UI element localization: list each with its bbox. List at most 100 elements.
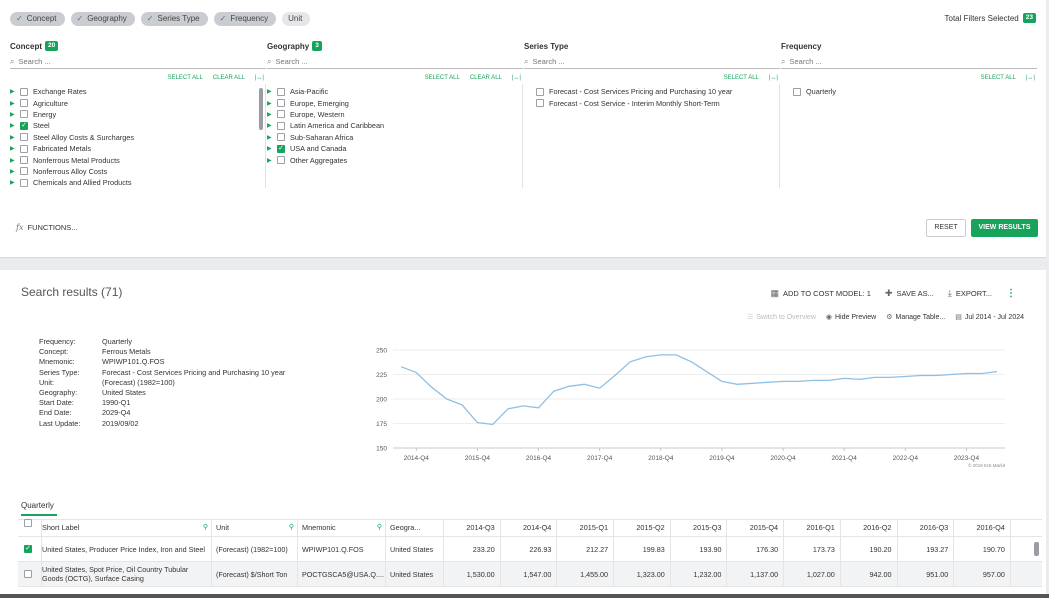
geography-item[interactable]: ▶ Asia-Pacific bbox=[267, 86, 522, 97]
date-range-button[interactable]: ▤ Jul 2014 - Jul 2024 bbox=[955, 313, 1024, 321]
checkbox[interactable] bbox=[20, 110, 28, 119]
geography-select-all[interactable]: SELECT ALL bbox=[424, 75, 460, 81]
view-results-button[interactable]: VIEW RESULTS bbox=[971, 219, 1038, 237]
expand-triangle-icon[interactable]: ▶ bbox=[267, 111, 272, 118]
checkbox[interactable]: ✓ bbox=[20, 121, 28, 130]
series-type-select-all[interactable]: SELECT ALL bbox=[723, 75, 759, 81]
collapse-icon[interactable]: |↔| bbox=[768, 75, 778, 81]
filter-chip-concept[interactable]: ✓ Concept bbox=[10, 12, 65, 26]
pin-icon[interactable]: ⚲ bbox=[288, 524, 294, 531]
select-all-checkbox[interactable] bbox=[24, 519, 32, 527]
functions-link[interactable]: fx FUNCTIONS... bbox=[16, 223, 77, 232]
checkbox[interactable] bbox=[277, 110, 285, 119]
column-header[interactable]: 2015-Q1 bbox=[557, 519, 615, 537]
checkbox[interactable] bbox=[277, 133, 285, 142]
geography-item[interactable]: ▶ Latin America and Caribbean bbox=[267, 120, 522, 131]
column-header[interactable]: 2016-Q1 bbox=[784, 519, 841, 537]
column-header[interactable]: Mnemonic ⚲ bbox=[298, 519, 386, 537]
expand-triangle-icon[interactable]: ▶ bbox=[267, 157, 272, 164]
checkbox[interactable] bbox=[20, 144, 28, 153]
checkbox[interactable] bbox=[20, 99, 28, 108]
concept-item[interactable]: ▶ Nonferrous Metal Products bbox=[10, 154, 265, 165]
concept-select-all[interactable]: SELECT ALL bbox=[167, 75, 203, 81]
concept-item[interactable]: ▶ Chemicals and Allied Products bbox=[10, 177, 265, 188]
pin-icon[interactable]: ⚲ bbox=[376, 524, 382, 531]
expand-triangle-icon[interactable]: ▶ bbox=[267, 134, 272, 141]
collapse-icon[interactable]: |↔| bbox=[254, 75, 264, 81]
geography-clear-all[interactable]: CLEAR ALL bbox=[469, 75, 502, 81]
expand-triangle-icon[interactable]: ▶ bbox=[10, 100, 15, 107]
collapse-icon[interactable]: |↔| bbox=[511, 75, 521, 81]
checkbox[interactable] bbox=[536, 87, 544, 96]
expand-triangle-icon[interactable]: ▶ bbox=[10, 111, 15, 118]
geography-item[interactable]: ▶ Europe, Emerging bbox=[267, 97, 522, 108]
filter-chip-frequency[interactable]: ✓ Frequency bbox=[213, 12, 277, 26]
checkbox[interactable] bbox=[536, 99, 544, 108]
checkbox[interactable] bbox=[20, 167, 28, 176]
frequency-search-input[interactable] bbox=[789, 57, 990, 66]
table-row[interactable]: United States, Spot Price, Oil Country T… bbox=[18, 561, 1042, 587]
hide-preview-button[interactable]: ◉ Hide Preview bbox=[826, 313, 876, 321]
column-header[interactable]: 2016-Q2 bbox=[841, 519, 898, 537]
expand-triangle-icon[interactable]: ▶ bbox=[10, 134, 15, 141]
geography-item[interactable]: ▶ Other Aggregates bbox=[267, 154, 522, 165]
frequency-item[interactable]: Quarterly bbox=[781, 86, 1037, 97]
checkbox[interactable] bbox=[277, 156, 285, 165]
row-checkbox[interactable]: ✓ bbox=[24, 545, 32, 553]
concept-item[interactable]: ▶ Steel Alloy Costs & Surcharges bbox=[10, 132, 265, 143]
checkbox[interactable] bbox=[793, 87, 801, 96]
concept-item[interactable]: ▶ Fabricated Metals bbox=[10, 143, 265, 154]
series-type-search-input[interactable] bbox=[532, 57, 733, 66]
expand-triangle-icon[interactable]: ▶ bbox=[10, 146, 15, 153]
checkbox[interactable]: ✓ bbox=[277, 144, 285, 153]
export-button[interactable]: ⤓ EXPORT... bbox=[948, 288, 992, 299]
expand-triangle-icon[interactable]: ▶ bbox=[10, 123, 15, 130]
column-header[interactable]: 2014-Q3 bbox=[444, 519, 501, 537]
checkbox[interactable] bbox=[20, 156, 28, 165]
checkbox[interactable] bbox=[20, 178, 28, 187]
checkbox[interactable] bbox=[277, 121, 285, 130]
tab-quarterly[interactable]: Quarterly bbox=[21, 501, 54, 510]
concept-item[interactable]: ▶ Energy bbox=[10, 109, 265, 120]
table-row[interactable]: ✓ United States, Producer Price Index, Ir… bbox=[18, 536, 1042, 562]
column-header[interactable]: Geogra... bbox=[386, 519, 444, 537]
column-header[interactable]: Short Label ⚲ bbox=[42, 519, 212, 537]
concept-item[interactable]: ▶ Nonferrous Alloy Costs bbox=[10, 166, 265, 177]
series-type-item[interactable]: Forecast - Cost Service - Interim Monthl… bbox=[524, 97, 779, 108]
checkbox[interactable] bbox=[20, 87, 28, 96]
switch-overview-button[interactable]: ☰ Switch to Overview bbox=[747, 313, 816, 321]
pin-icon[interactable]: ⚲ bbox=[202, 524, 208, 531]
geography-item[interactable]: ▶ ✓ USA and Canada bbox=[267, 143, 522, 154]
column-header[interactable]: 2015-Q2 bbox=[614, 519, 671, 537]
expand-triangle-icon[interactable]: ▶ bbox=[267, 146, 272, 153]
expand-triangle-icon[interactable]: ▶ bbox=[267, 123, 272, 130]
expand-triangle-icon[interactable]: ▶ bbox=[10, 180, 15, 187]
concept-item[interactable]: ▶ Agriculture bbox=[10, 97, 265, 108]
column-header[interactable]: 2016-Q4 bbox=[954, 519, 1011, 537]
save-as-button[interactable]: ✚ SAVE AS... bbox=[885, 288, 934, 299]
checkbox[interactable] bbox=[277, 99, 285, 108]
add-to-cost-model-button[interactable]: ▦ ADD TO COST MODEL: 1 bbox=[770, 288, 870, 299]
concept-item[interactable]: ▶ Exchange Rates bbox=[10, 86, 265, 97]
more-options-icon[interactable]: ⋮ bbox=[1006, 288, 1016, 299]
series-type-item[interactable]: Forecast - Cost Services Pricing and Pur… bbox=[524, 86, 779, 97]
checkbox[interactable] bbox=[20, 133, 28, 142]
expand-triangle-icon[interactable]: ▶ bbox=[10, 168, 15, 175]
collapse-icon[interactable]: |↔| bbox=[1025, 75, 1035, 81]
concept-item[interactable]: ▶ ✓ Steel bbox=[10, 120, 265, 131]
concept-clear-all[interactable]: CLEAR ALL bbox=[212, 75, 245, 81]
column-header[interactable]: Unit ⚲ bbox=[212, 519, 298, 537]
checkbox[interactable] bbox=[277, 87, 285, 96]
concept-search-input[interactable] bbox=[18, 57, 219, 66]
geography-search-input[interactable] bbox=[275, 57, 476, 66]
column-header[interactable]: 2015-Q3 bbox=[671, 519, 728, 537]
column-header[interactable]: 2016-Q3 bbox=[898, 519, 955, 537]
expand-triangle-icon[interactable]: ▶ bbox=[10, 89, 15, 96]
filter-chip-unit[interactable]: Unit bbox=[282, 12, 311, 26]
column-header[interactable]: 2015-Q4 bbox=[727, 519, 785, 537]
filter-chip-geography[interactable]: ✓ Geography bbox=[70, 12, 135, 26]
expand-triangle-icon[interactable]: ▶ bbox=[267, 89, 272, 96]
concept-scrollbar[interactable] bbox=[259, 88, 263, 130]
column-header[interactable]: 2014-Q4 bbox=[501, 519, 558, 537]
expand-triangle-icon[interactable]: ▶ bbox=[267, 100, 272, 107]
